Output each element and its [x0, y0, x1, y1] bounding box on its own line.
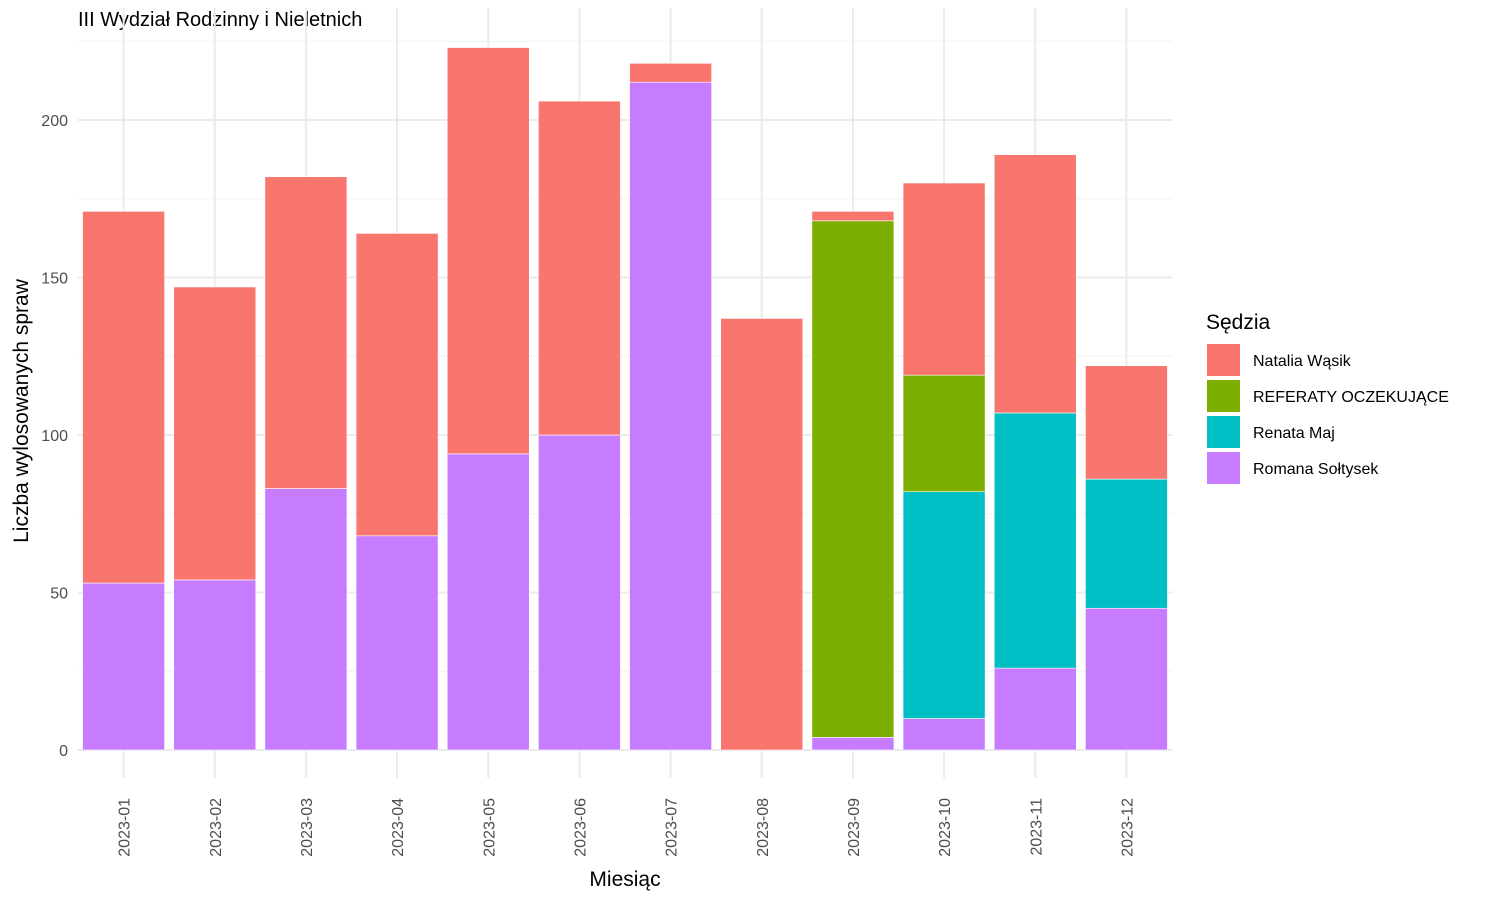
legend-swatch — [1207, 344, 1240, 376]
legend-label: Renata Maj — [1253, 425, 1335, 442]
bar-segment — [538, 434, 621, 751]
bar-segment — [811, 220, 895, 738]
bar-segment — [629, 81, 712, 751]
y-axis-title: Liczba wylosowanych spraw — [10, 278, 33, 543]
legend-label: Romana Sołtysek — [1253, 461, 1379, 478]
x-tick-label: 2023-02 — [208, 798, 225, 857]
bar-segment — [538, 100, 621, 436]
y-tick-label: 150 — [41, 271, 68, 288]
bar-segment — [355, 233, 439, 537]
x-tick-label: 2023-07 — [664, 798, 681, 857]
bar-segment — [264, 176, 348, 489]
x-tick-label: 2023-03 — [299, 798, 316, 857]
bar-segment — [173, 286, 257, 581]
bar-segment — [264, 488, 348, 751]
y-tick-label: 0 — [59, 743, 68, 760]
y-axis-ticks: 0 50 100 150 200 — [41, 113, 68, 760]
x-tick-label: 2023-09 — [846, 798, 863, 857]
bar-segment — [355, 535, 439, 751]
y-tick-label: 50 — [50, 586, 68, 603]
bar-segment — [1085, 478, 1168, 609]
bar-segment — [811, 211, 895, 222]
legend: Sędzia Natalia Wąsik REFERATY OCZEKUJĄCE R… — [1206, 311, 1449, 484]
bar-segment — [82, 582, 165, 751]
legend-swatch — [1207, 416, 1240, 448]
bar-segment — [811, 737, 895, 751]
chart-title: III Wydział Rodzinny i Nieletnich — [78, 9, 362, 31]
y-tick-label: 100 — [41, 428, 68, 445]
x-tick-label: 2023-01 — [117, 798, 134, 857]
bars — [82, 47, 1168, 751]
legend-label: REFERATY OCZEKUJĄCE — [1253, 389, 1449, 406]
bar-segment — [902, 718, 986, 751]
x-tick-label: 2023-05 — [481, 798, 498, 857]
bar-segment — [902, 491, 986, 719]
x-tick-label: 2023-08 — [755, 798, 772, 857]
bar-segment — [1085, 365, 1168, 480]
legend-swatch — [1207, 380, 1240, 412]
bar-segment — [629, 62, 712, 83]
x-tick-label: 2023-06 — [572, 798, 589, 857]
bar-segment — [993, 412, 1077, 669]
bar-segment — [993, 667, 1077, 751]
x-tick-label: 2023-04 — [390, 798, 407, 857]
bar-segment — [902, 182, 986, 376]
legend-swatch — [1207, 452, 1240, 484]
bar-segment — [902, 374, 986, 492]
x-tick-label: 2023-12 — [1119, 798, 1136, 857]
legend-title: Sędzia — [1206, 311, 1271, 334]
legend-label: Natalia Wąsik — [1253, 353, 1352, 370]
bar-segment — [720, 318, 804, 751]
bar-segment — [446, 453, 530, 751]
bar-segment — [173, 579, 257, 751]
x-axis-ticks: 2023-01 2023-02 2023-03 2023-04 2023-05 2023-… — [117, 798, 1137, 857]
bar-segment — [993, 154, 1077, 414]
x-tick-label: 2023-10 — [937, 798, 954, 857]
y-tick-label: 200 — [41, 113, 68, 130]
bar-segment — [82, 211, 165, 584]
bar-segment — [1085, 607, 1168, 751]
x-tick-label: 2023-11 — [1028, 798, 1045, 856]
bar-segment — [446, 47, 530, 455]
x-axis-title: Miesiąc — [589, 868, 660, 891]
